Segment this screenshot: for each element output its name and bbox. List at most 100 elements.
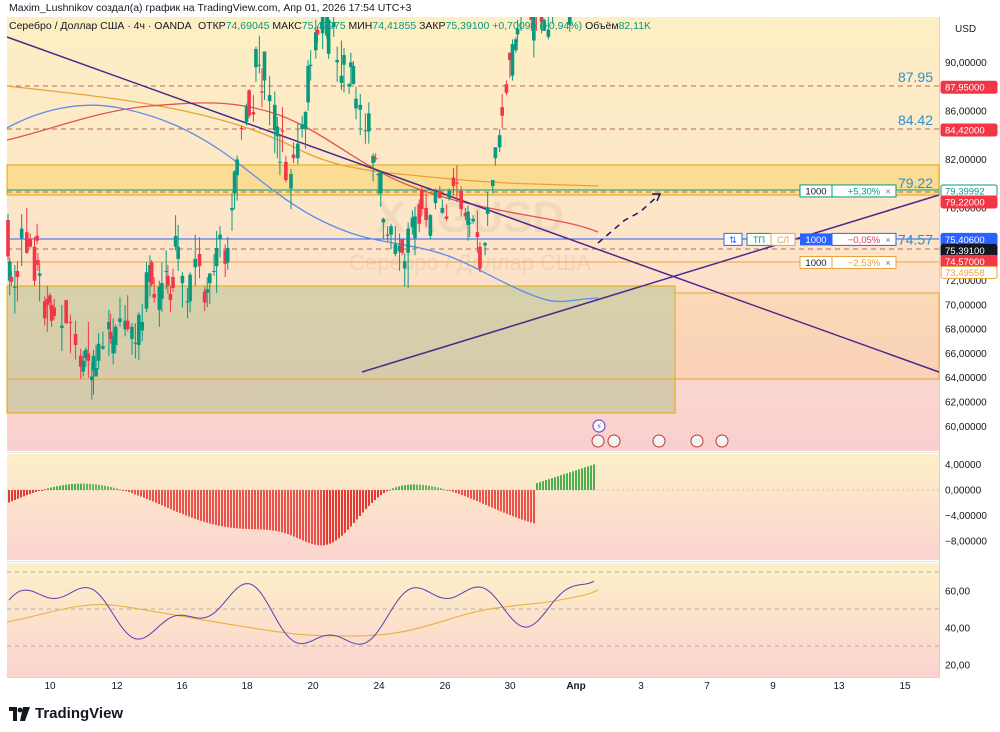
candle-down[interactable]	[197, 254, 202, 267]
support-zone-orange[interactable]	[674, 292, 940, 380]
candle-up[interactable]	[389, 226, 393, 235]
order-close-icon[interactable]: ×	[885, 235, 891, 246]
candle-down[interactable]	[251, 112, 256, 115]
candle-up[interactable]	[118, 318, 122, 322]
candle-down[interactable]	[420, 189, 424, 210]
candle-up[interactable]	[205, 289, 210, 293]
candle-up[interactable]	[244, 106, 249, 122]
candle-up[interactable]	[137, 314, 141, 345]
candle-down[interactable]	[504, 84, 509, 93]
candle-down[interactable]	[500, 107, 504, 116]
candle-up[interactable]	[157, 286, 162, 310]
candle-up[interactable]	[471, 218, 475, 222]
order-close-icon[interactable]: ×	[885, 186, 891, 197]
candle-up[interactable]	[428, 215, 433, 236]
candle-down[interactable]	[437, 190, 442, 199]
candle-up[interactable]	[173, 235, 178, 247]
candle-down[interactable]	[539, 17, 544, 23]
candle-up[interactable]	[133, 342, 138, 344]
candle-down[interactable]	[247, 90, 251, 116]
candle-up[interactable]	[342, 55, 346, 65]
candle-up[interactable]	[378, 172, 383, 194]
candle-up[interactable]	[335, 59, 339, 63]
candle-down[interactable]	[152, 294, 157, 298]
candle-up[interactable]	[349, 62, 353, 68]
candle-up[interactable]	[347, 84, 351, 87]
order-pnl-box[interactable]	[831, 256, 897, 270]
candle-down[interactable]	[15, 270, 20, 278]
candle-up[interactable]	[331, 22, 336, 28]
candle-down[interactable]	[455, 182, 459, 184]
candle-up[interactable]	[433, 192, 438, 204]
candle-up[interactable]	[351, 65, 356, 85]
candle-up[interactable]	[303, 112, 308, 130]
candle-up[interactable]	[483, 243, 487, 246]
candle-down[interactable]	[459, 190, 463, 210]
candle-up[interactable]	[212, 270, 216, 272]
order-close-icon[interactable]: ×	[885, 258, 891, 269]
tradingview-logo[interactable]: TradingView	[9, 705, 123, 722]
candle-up[interactable]	[111, 336, 115, 354]
candle-up[interactable]	[37, 273, 42, 276]
candle-up[interactable]	[96, 343, 101, 361]
candle-up[interactable]	[214, 247, 219, 267]
candle-down[interactable]	[424, 207, 428, 221]
candle-down[interactable]	[6, 220, 10, 257]
candle-up[interactable]	[515, 28, 520, 35]
candle-up[interactable]	[91, 355, 96, 371]
candle-up[interactable]	[410, 217, 415, 228]
candle-up[interactable]	[81, 360, 86, 372]
candle-up[interactable]	[296, 143, 300, 159]
candle-up[interactable]	[542, 19, 546, 31]
candle-down[interactable]	[451, 177, 456, 187]
candle-down[interactable]	[529, 17, 534, 20]
candle-down[interactable]	[108, 331, 113, 339]
oscillator-histogram[interactable]	[8, 464, 595, 546]
candle-up[interactable]	[367, 113, 371, 132]
candle-up[interactable]	[376, 173, 381, 176]
candle-down[interactable]	[315, 29, 320, 35]
candle-up[interactable]	[358, 104, 363, 110]
candle-up[interactable]	[123, 320, 127, 330]
candle-up[interactable]	[113, 326, 118, 345]
candle-down[interactable]	[168, 294, 173, 301]
candle-up[interactable]	[406, 228, 410, 253]
candle-up[interactable]	[402, 261, 407, 269]
candle-down[interactable]	[25, 232, 29, 253]
candle-up[interactable]	[107, 321, 111, 330]
candle-up[interactable]	[13, 286, 17, 288]
candle-up[interactable]	[257, 64, 262, 66]
candle-down[interactable]	[42, 301, 47, 319]
order-qty-box[interactable]	[800, 233, 832, 246]
candle-down[interactable]	[417, 204, 422, 224]
candle-down[interactable]	[78, 355, 83, 367]
rsi-line[interactable]	[8, 580, 595, 645]
candle-down[interactable]	[68, 321, 73, 324]
candle-up[interactable]	[567, 17, 572, 25]
candle-up[interactable]	[393, 244, 398, 255]
candle-down[interactable]	[400, 239, 404, 253]
candle-down[interactable]	[508, 52, 512, 60]
symbol-title[interactable]: Серебро / Доллар США · 4ч · OANDA	[9, 20, 192, 32]
candle-down[interactable]	[73, 334, 78, 345]
candle-up[interactable]	[140, 321, 145, 331]
candle-up[interactable]	[7, 261, 12, 281]
order-pnl-box[interactable]	[831, 232, 897, 246]
candle-up[interactable]	[207, 273, 212, 284]
candle-up[interactable]	[447, 190, 451, 199]
candle-down[interactable]	[291, 154, 296, 159]
candle-down[interactable]	[35, 235, 39, 241]
candle-up[interactable]	[306, 65, 310, 103]
candle-up[interactable]	[532, 17, 536, 41]
candlestick-series[interactable]	[6, 17, 600, 400]
candle-down[interactable]	[373, 158, 378, 160]
candle-down[interactable]	[52, 307, 56, 316]
candle-up[interactable]	[94, 368, 98, 377]
candle-down[interactable]	[32, 246, 37, 281]
candle-up[interactable]	[144, 272, 149, 309]
candle-up[interactable]	[235, 159, 239, 176]
candle-up[interactable]	[101, 346, 105, 349]
candle-up[interactable]	[188, 274, 192, 302]
candle-up[interactable]	[413, 216, 417, 239]
us-flag-icon[interactable]	[652, 434, 666, 448]
